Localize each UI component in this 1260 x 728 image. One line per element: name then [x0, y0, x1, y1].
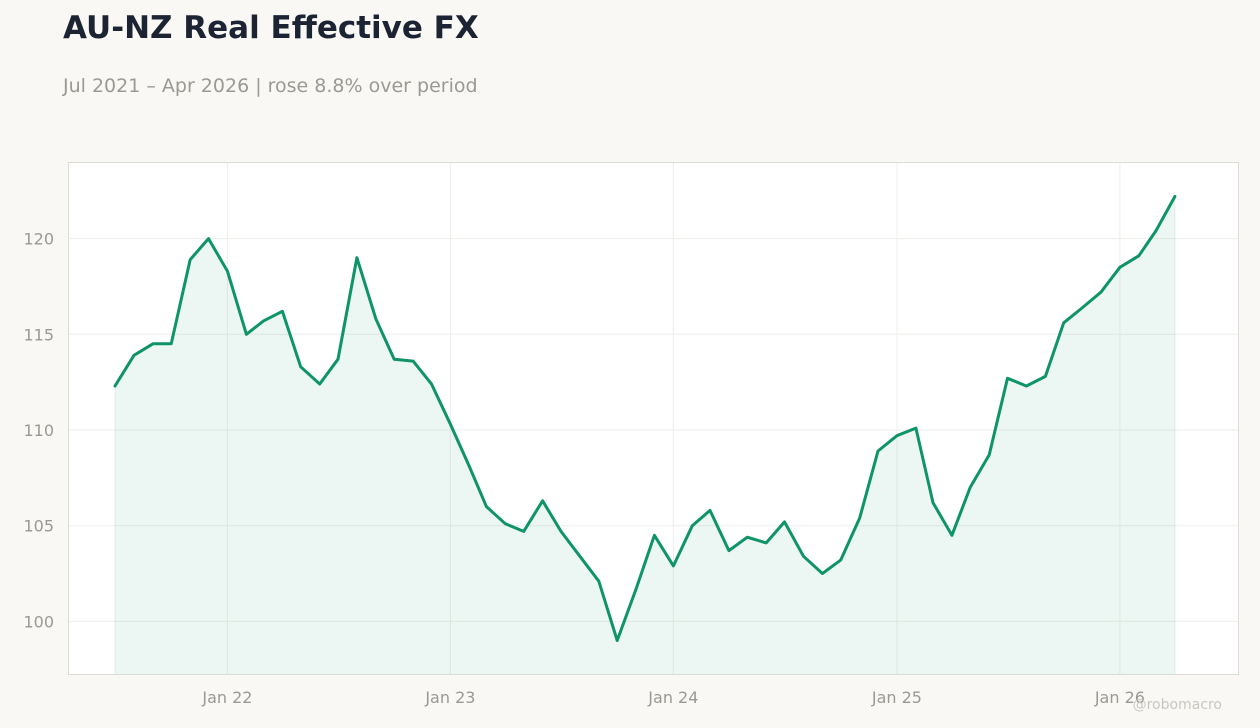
chart-title: AU-NZ Real Effective FX — [63, 10, 479, 46]
y-tick-label: 110 — [23, 421, 54, 440]
x-tick-label: Jan 26 — [1094, 688, 1145, 707]
series-area — [115, 196, 1175, 675]
area-layer — [114, 196, 1176, 675]
watermark: @robomacro — [1132, 697, 1222, 713]
chart-subtitle: Jul 2021 – Apr 2026 | rose 8.8% over per… — [63, 75, 478, 97]
plot-background — [68, 162, 1239, 675]
plot-frame — [68, 162, 1239, 675]
y-axis: 100 105 110 115 120 — [23, 230, 54, 632]
x-tick-label: Jan 23 — [424, 688, 475, 707]
y-tick-label: 115 — [23, 325, 54, 344]
y-tick-label: 120 — [23, 230, 54, 249]
grid — [68, 162, 1239, 675]
x-tick-label: Jan 24 — [647, 688, 698, 707]
y-tick-label: 100 — [23, 612, 54, 631]
x-axis: Jan 22 Jan 23 Jan 24 Jan 25 Jan 26 — [201, 688, 1145, 707]
y-tick-label: 105 — [23, 517, 54, 536]
line-layer — [113, 195, 1177, 642]
x-tick-label: Jan 25 — [871, 688, 922, 707]
series-line — [113, 195, 1177, 642]
x-tick-label: Jan 22 — [201, 688, 252, 707]
